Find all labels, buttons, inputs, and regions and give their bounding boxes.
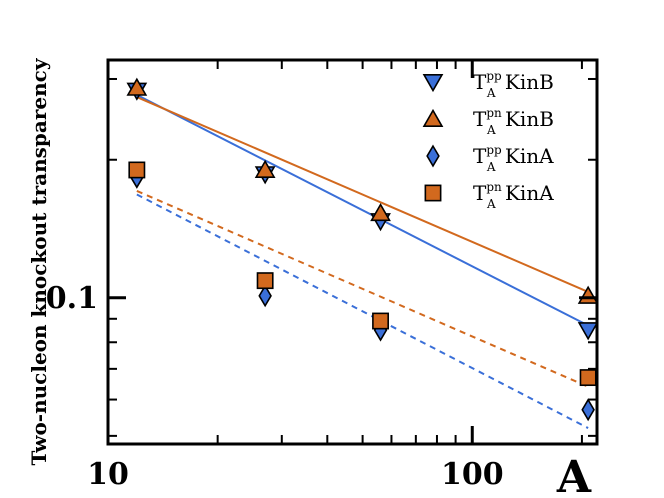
legend-marker-pn-kina — [424, 184, 442, 202]
legend-label-pp-kinb: Tpp A KinB — [473, 69, 554, 100]
tick-labels: 10 100 0.1 — [46, 281, 504, 492]
y-axis-label: Two-nucleon knockout transparency — [27, 57, 51, 465]
legend-marker-pp-kina — [426, 144, 440, 168]
point-pn-kinb — [370, 202, 391, 222]
point-pn-kina — [372, 312, 389, 330]
legend: Tpp A KinB Tpn A KinB Tpp A KinA Tpn A KinA — [422, 69, 554, 211]
point-pn-kina — [579, 369, 597, 387]
axis-ticks — [106, 60, 597, 444]
point-pn-kinb — [254, 159, 276, 178]
legend-label-pn-kina: Tpn A KinA — [473, 180, 554, 211]
legend-marker-pp-kinb — [422, 74, 444, 93]
point-pn-kina — [128, 161, 146, 179]
x-tick-label: 10 — [87, 457, 129, 492]
fit-line-solid — [136, 93, 589, 327]
point-pp-kinb — [577, 322, 599, 341]
x-tick-label: 100 — [441, 457, 504, 492]
plot-frame — [106, 58, 599, 446]
fit-lines — [136, 93, 589, 429]
point-pp-kina — [258, 284, 272, 308]
y-tick-label: 0.1 — [46, 281, 98, 316]
fit-line-dashed — [136, 193, 589, 429]
point-pn-kinb — [126, 77, 148, 96]
point-pp-kina — [581, 398, 595, 422]
legend-label-pp-kina: Tpp A KinA — [473, 143, 554, 174]
point-pn-kina — [256, 272, 274, 290]
x-axis-label: A — [556, 452, 592, 498]
fit-line-solid — [136, 96, 589, 293]
fit-line-dashed — [136, 190, 589, 388]
legend-label-pn-kinb: Tpn A KinB — [473, 106, 554, 137]
legend-marker-pn-kinb — [422, 108, 444, 127]
